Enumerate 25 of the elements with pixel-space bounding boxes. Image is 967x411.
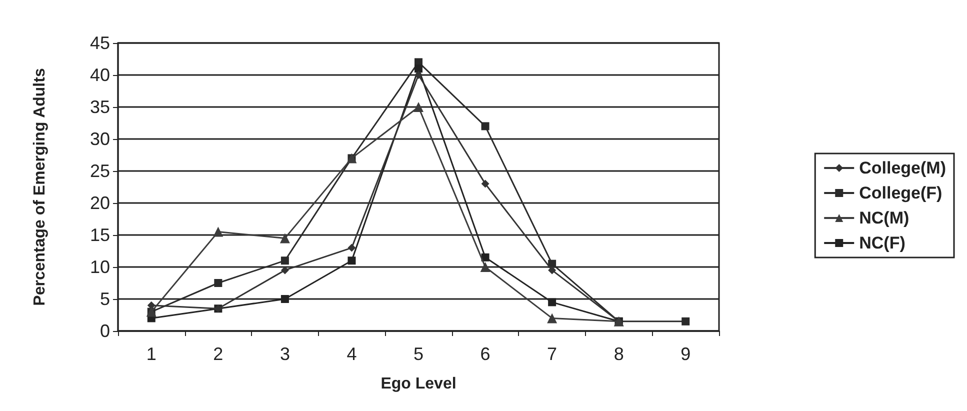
x-tick-label: 1 [146,344,156,364]
x-tick-label: 3 [280,344,290,364]
x-tick-label: 2 [213,344,224,364]
x-tick-label: 4 [346,344,357,364]
x-tick-label: 7 [547,344,558,364]
y-tick-label: 35 [90,97,110,117]
x-tick-label: 6 [480,344,490,364]
x-axis-title: Ego Level [380,376,456,392]
x-tick-label: 8 [614,344,624,364]
y-tick-label: 45 [90,33,110,53]
legend-label: College(F) [859,184,942,202]
y-tick-label: 15 [90,225,110,245]
y-tick-label: 10 [90,257,110,277]
x-tick-label: 5 [413,344,424,364]
y-tick-label: 20 [90,193,110,213]
y-axis-title: Percentage of Emerging Adults [32,68,48,306]
legend-label: NC(F) [859,234,906,252]
y-tick-label: 40 [90,65,110,85]
y-tick-label: 0 [100,321,110,341]
legend-label: College(M) [859,158,946,178]
y-tick-label: 5 [100,289,110,309]
y-tick-label: 30 [90,129,110,149]
y-tick-label: 25 [90,161,110,181]
legend-label: NC(M) [859,208,910,228]
x-tick-label: 9 [680,344,691,364]
